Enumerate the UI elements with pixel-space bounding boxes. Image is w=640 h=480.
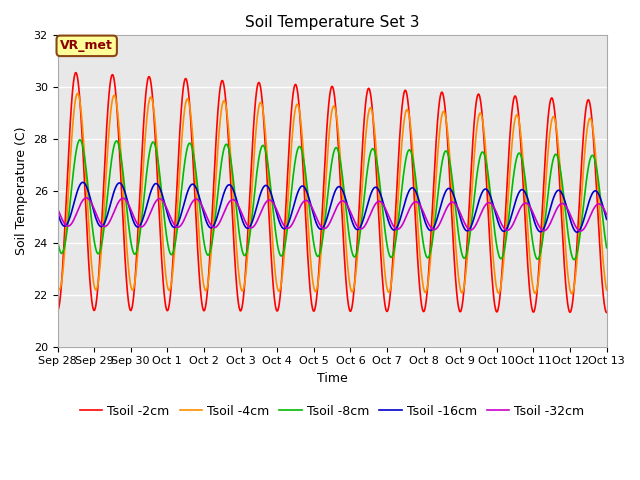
Tsoil -8cm: [54, 237, 61, 243]
Tsoil -2cm: [172, 215, 179, 221]
Tsoil -4cm: [386, 288, 394, 294]
Line: Tsoil -8cm: Tsoil -8cm: [58, 140, 607, 260]
Tsoil -2cm: [551, 108, 559, 114]
Tsoil -4cm: [568, 291, 575, 297]
Tsoil -4cm: [207, 251, 215, 257]
Tsoil -4cm: [603, 287, 611, 292]
Tsoil -16cm: [603, 216, 611, 222]
Tsoil -16cm: [603, 216, 611, 222]
Tsoil -8cm: [603, 245, 611, 251]
Tsoil -16cm: [172, 224, 179, 230]
Tsoil -2cm: [396, 141, 403, 147]
Y-axis label: Soil Temperature (C): Soil Temperature (C): [15, 127, 28, 255]
Tsoil -32cm: [54, 205, 61, 211]
Tsoil -16cm: [54, 209, 61, 215]
Title: Soil Temperature Set 3: Soil Temperature Set 3: [245, 15, 419, 30]
Tsoil -16cm: [207, 225, 215, 231]
Tsoil -4cm: [74, 91, 81, 96]
Line: Tsoil -16cm: Tsoil -16cm: [58, 182, 607, 232]
Tsoil -4cm: [551, 116, 559, 121]
Line: Tsoil -2cm: Tsoil -2cm: [58, 72, 607, 312]
Tsoil -8cm: [76, 137, 84, 143]
Tsoil -2cm: [207, 233, 215, 239]
X-axis label: Time: Time: [317, 372, 348, 385]
Tsoil -4cm: [54, 282, 61, 288]
Tsoil -32cm: [551, 211, 559, 216]
Tsoil -16cm: [386, 222, 394, 228]
Tsoil -2cm: [72, 70, 79, 75]
Line: Tsoil -4cm: Tsoil -4cm: [58, 94, 607, 294]
Legend: Tsoil -2cm, Tsoil -4cm, Tsoil -8cm, Tsoil -16cm, Tsoil -32cm: Tsoil -2cm, Tsoil -4cm, Tsoil -8cm, Tsoi…: [75, 400, 589, 423]
Line: Tsoil -32cm: Tsoil -32cm: [58, 198, 607, 231]
Tsoil -32cm: [396, 226, 403, 231]
Tsoil -2cm: [602, 310, 610, 315]
Tsoil -32cm: [577, 228, 584, 234]
Tsoil -8cm: [603, 244, 611, 250]
Tsoil -4cm: [172, 238, 179, 244]
Tsoil -16cm: [396, 219, 403, 225]
Text: VR_met: VR_met: [60, 39, 113, 52]
Tsoil -32cm: [603, 212, 611, 217]
Tsoil -8cm: [207, 245, 215, 251]
Tsoil -16cm: [573, 229, 581, 235]
Tsoil -32cm: [386, 216, 394, 221]
Tsoil -16cm: [79, 180, 86, 185]
Tsoil -2cm: [386, 297, 394, 303]
Tsoil -32cm: [83, 195, 90, 201]
Tsoil -4cm: [603, 287, 611, 293]
Tsoil -32cm: [207, 222, 215, 228]
Tsoil -2cm: [603, 310, 611, 315]
Tsoil -8cm: [386, 253, 394, 259]
Tsoil -8cm: [396, 209, 403, 215]
Tsoil -2cm: [54, 308, 61, 313]
Tsoil -4cm: [396, 176, 403, 182]
Tsoil -8cm: [551, 152, 559, 158]
Tsoil -8cm: [570, 257, 578, 263]
Tsoil -8cm: [172, 240, 179, 246]
Tsoil -32cm: [172, 223, 179, 229]
Tsoil -32cm: [603, 211, 611, 217]
Tsoil -16cm: [551, 192, 559, 198]
